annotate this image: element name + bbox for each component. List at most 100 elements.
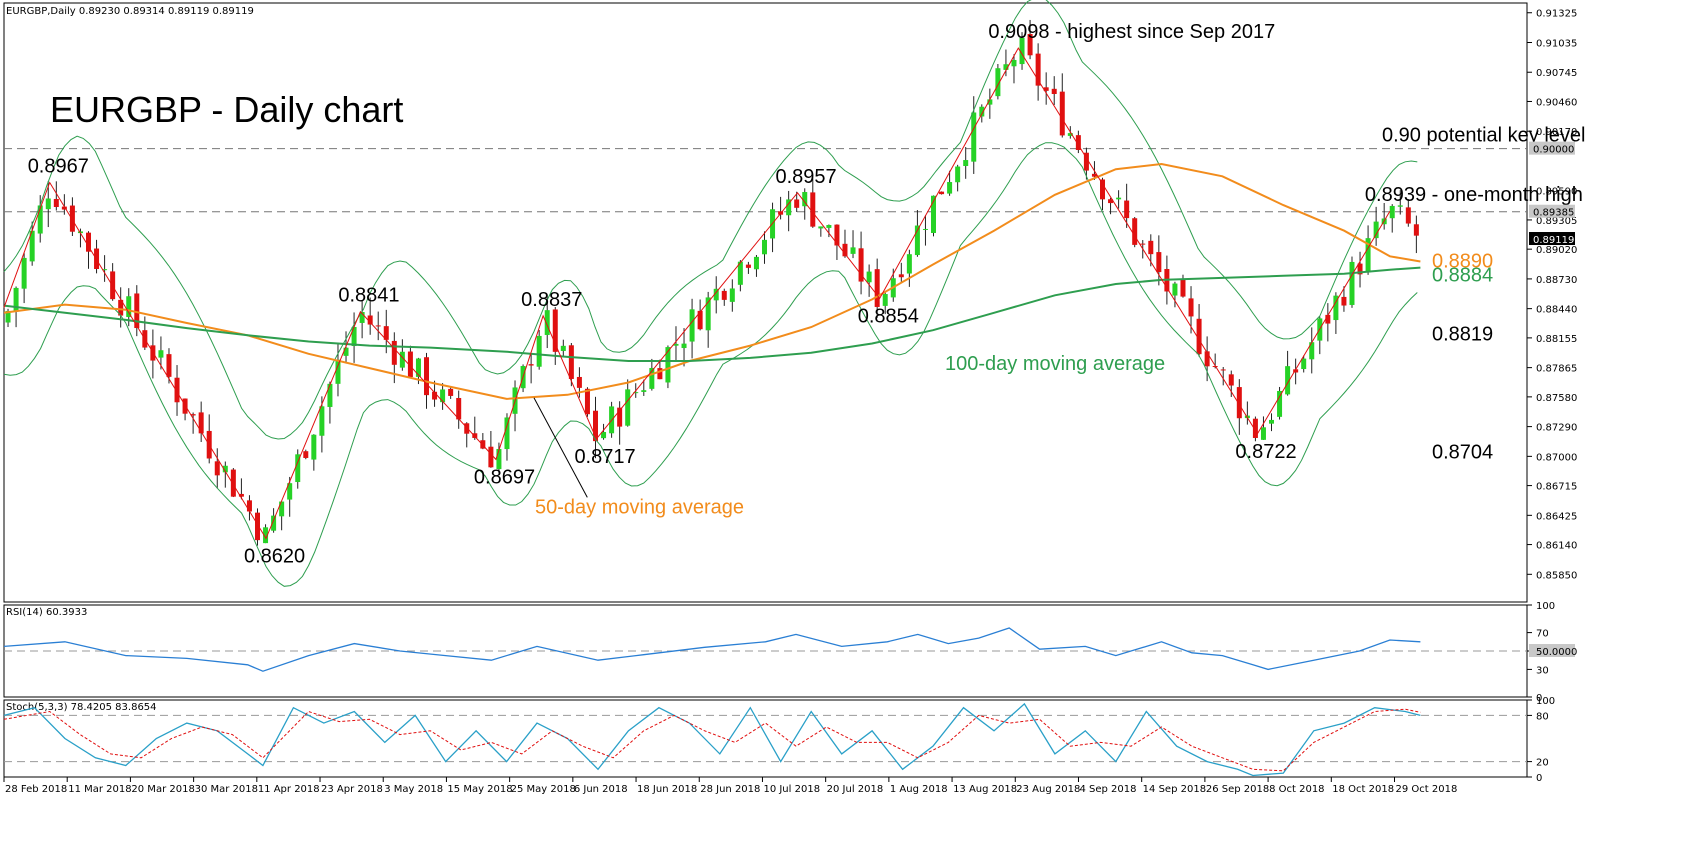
candle-body — [1019, 37, 1025, 65]
price-tick-label: 0.86425 — [1536, 511, 1577, 522]
candle-body — [198, 412, 204, 434]
value-label: 0.8704 — [1432, 441, 1493, 463]
candle-body — [802, 192, 808, 207]
candle-body — [1011, 59, 1017, 67]
candle-body — [1035, 53, 1041, 86]
candle-body — [850, 247, 856, 254]
candle-body — [922, 228, 928, 230]
indicator-tick-label: 20 — [1536, 758, 1549, 769]
candle-body — [1309, 342, 1315, 360]
indicator-tick-label: 50.0000 — [1536, 647, 1577, 658]
candle-body — [86, 232, 92, 252]
candle-body — [721, 290, 727, 300]
indicator-tick-label: 80 — [1536, 711, 1549, 722]
bollinger-band-upper — [3, 0, 1418, 440]
ma50-pointer — [533, 397, 588, 498]
candle-body — [53, 198, 59, 208]
candle-body — [593, 410, 599, 442]
price-tick-label: 0.88730 — [1536, 275, 1577, 286]
candle-body — [625, 389, 631, 426]
candle-body — [898, 274, 904, 278]
value-label: 0.8884 — [1432, 265, 1493, 287]
candle-body — [753, 256, 759, 270]
candle-body — [1373, 221, 1379, 239]
candle-body — [834, 224, 840, 246]
candle-body — [1252, 418, 1258, 438]
candlesticks — [5, 19, 1419, 546]
indicator-name: RSI(14) 60.3933 — [6, 607, 87, 618]
candle-body — [633, 392, 639, 394]
rsi-panel: RSI(14) 60.3933 100 70 50.0000 30 0 — [3, 601, 1577, 704]
time-tick-label: 14 Sep 2018 — [1143, 784, 1206, 795]
candle-body — [1293, 369, 1299, 373]
candle-body — [1389, 205, 1395, 219]
time-tick-label: 26 Sep 2018 — [1206, 784, 1269, 795]
candle-body — [1140, 243, 1146, 245]
price-marker-label: 0.89119 — [1533, 235, 1574, 246]
candle-body — [1108, 199, 1114, 204]
candle-body — [1156, 252, 1162, 273]
price-tick-label: 0.90170 — [1536, 127, 1577, 138]
candle-body — [102, 269, 108, 271]
price-tick-label: 0.87580 — [1536, 393, 1577, 404]
candle-body — [1067, 133, 1073, 136]
candle-body — [343, 347, 349, 356]
candle-body — [745, 264, 751, 268]
candle-body — [174, 377, 180, 403]
candle-body — [126, 296, 132, 318]
ma100-annotation: 100-day moving average — [945, 353, 1165, 375]
candle-body — [222, 465, 228, 473]
candle-body — [818, 226, 824, 229]
value-label: 0.8890 — [1432, 250, 1493, 272]
bollinger-band-lower — [3, 142, 1418, 587]
candle-body — [931, 195, 937, 234]
candle-body — [1172, 283, 1178, 296]
time-tick-label: 11 Apr 2018 — [258, 784, 320, 795]
candle-body — [303, 451, 309, 458]
candle-body — [874, 269, 880, 307]
time-tick-label: 23 Aug 2018 — [1016, 784, 1080, 795]
candle-body — [1116, 197, 1122, 200]
candle-body — [69, 205, 75, 232]
candle-body — [584, 388, 590, 415]
price-tick-label: 0.87000 — [1536, 452, 1577, 463]
candle-body — [134, 293, 140, 329]
candle-body — [504, 417, 510, 450]
swing-label: 0.8854 — [858, 305, 919, 327]
candle-body — [1301, 358, 1307, 370]
candle-body — [649, 367, 655, 389]
price-tick-label: 0.91325 — [1536, 9, 1577, 20]
time-axis: 28 Feb 2018 11 Mar 2018 20 Mar 2018 30 Mar … — [3, 777, 1457, 795]
candle-body — [673, 343, 679, 346]
candle-body — [971, 112, 977, 162]
candle-body — [681, 343, 687, 349]
candle-body — [552, 309, 558, 352]
candle-body — [311, 434, 317, 460]
price-tick-label: 0.90460 — [1536, 97, 1577, 108]
time-tick-label: 25 May 2018 — [511, 784, 576, 795]
candle-body — [351, 326, 357, 347]
candle-body — [665, 347, 671, 383]
candle-body — [576, 376, 582, 388]
candle-body — [367, 315, 373, 325]
price-tick-label: 0.91035 — [1536, 38, 1577, 49]
candle-body — [1180, 279, 1186, 297]
candle-body — [979, 106, 985, 117]
main-frame-border — [3, 2, 1528, 603]
price-tick-label: 0.86715 — [1536, 482, 1577, 493]
price-marker-box — [1529, 232, 1575, 246]
candle-body — [737, 261, 743, 285]
time-tick-label: 29 Oct 2018 — [1395, 784, 1457, 795]
candle-body — [440, 389, 446, 403]
candle-body — [319, 406, 325, 436]
price-marker-box — [1529, 204, 1575, 218]
time-tick-label: 3 May 2018 — [384, 784, 443, 795]
candle-body — [536, 335, 542, 367]
candle-body — [480, 440, 486, 449]
candle-body — [963, 160, 969, 167]
candle-body — [641, 390, 647, 392]
candle-body — [528, 364, 534, 366]
swing-label: 0.8939 - one-month high — [1365, 184, 1583, 206]
indicator-tick-label: 100 — [1536, 696, 1555, 707]
candle-body — [158, 350, 164, 358]
